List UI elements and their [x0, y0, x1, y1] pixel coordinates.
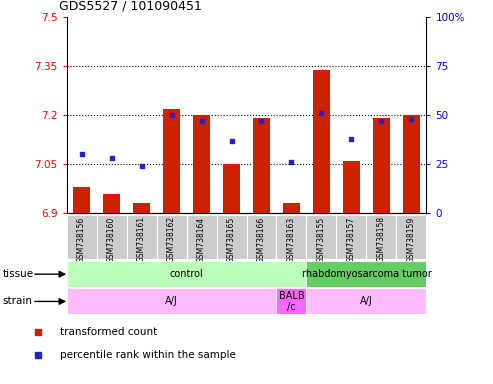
Text: percentile rank within the sample: percentile rank within the sample: [60, 350, 236, 360]
Text: GSM738163: GSM738163: [287, 216, 296, 263]
Bar: [307, 288, 426, 314]
Text: GSM738160: GSM738160: [107, 216, 116, 263]
Text: BALB
/c: BALB /c: [279, 291, 304, 312]
Text: GSM738165: GSM738165: [227, 216, 236, 263]
Bar: [277, 215, 307, 259]
Text: GSM738162: GSM738162: [167, 216, 176, 263]
Bar: [127, 215, 157, 259]
Text: A/J: A/J: [165, 296, 178, 306]
Bar: [97, 215, 127, 259]
Bar: [223, 164, 240, 213]
Bar: [277, 288, 307, 314]
Bar: [396, 215, 426, 259]
Bar: [216, 215, 246, 259]
Bar: [283, 204, 300, 213]
Bar: [307, 215, 336, 259]
Text: GSM738161: GSM738161: [137, 216, 146, 263]
Text: GSM738155: GSM738155: [317, 216, 326, 263]
Text: A/J: A/J: [360, 296, 373, 306]
Text: transformed count: transformed count: [60, 327, 157, 337]
Bar: [186, 215, 216, 259]
Bar: [343, 161, 360, 213]
Text: GSM738159: GSM738159: [407, 216, 416, 263]
Bar: [67, 288, 277, 314]
Bar: [246, 215, 277, 259]
Bar: [373, 118, 389, 213]
Text: GDS5527 / 101090451: GDS5527 / 101090451: [59, 0, 202, 13]
Bar: [73, 187, 90, 213]
Text: rhabdomyosarcoma tumor: rhabdomyosarcoma tumor: [302, 269, 431, 279]
Text: tissue: tissue: [2, 269, 34, 279]
Bar: [403, 115, 420, 213]
Text: control: control: [170, 269, 204, 279]
Text: GSM738166: GSM738166: [257, 216, 266, 263]
Text: GSM738158: GSM738158: [377, 216, 386, 263]
Bar: [67, 215, 97, 259]
Bar: [307, 261, 426, 287]
Bar: [366, 215, 396, 259]
Text: strain: strain: [2, 296, 33, 306]
Bar: [157, 215, 186, 259]
Text: GSM738156: GSM738156: [77, 216, 86, 263]
Bar: [193, 115, 210, 213]
Bar: [104, 194, 120, 213]
Bar: [313, 70, 330, 213]
Bar: [336, 215, 366, 259]
Text: GSM738164: GSM738164: [197, 216, 206, 263]
Bar: [253, 118, 270, 213]
Bar: [163, 109, 180, 213]
Bar: [133, 204, 150, 213]
Bar: [67, 261, 307, 287]
Text: GSM738157: GSM738157: [347, 216, 356, 263]
